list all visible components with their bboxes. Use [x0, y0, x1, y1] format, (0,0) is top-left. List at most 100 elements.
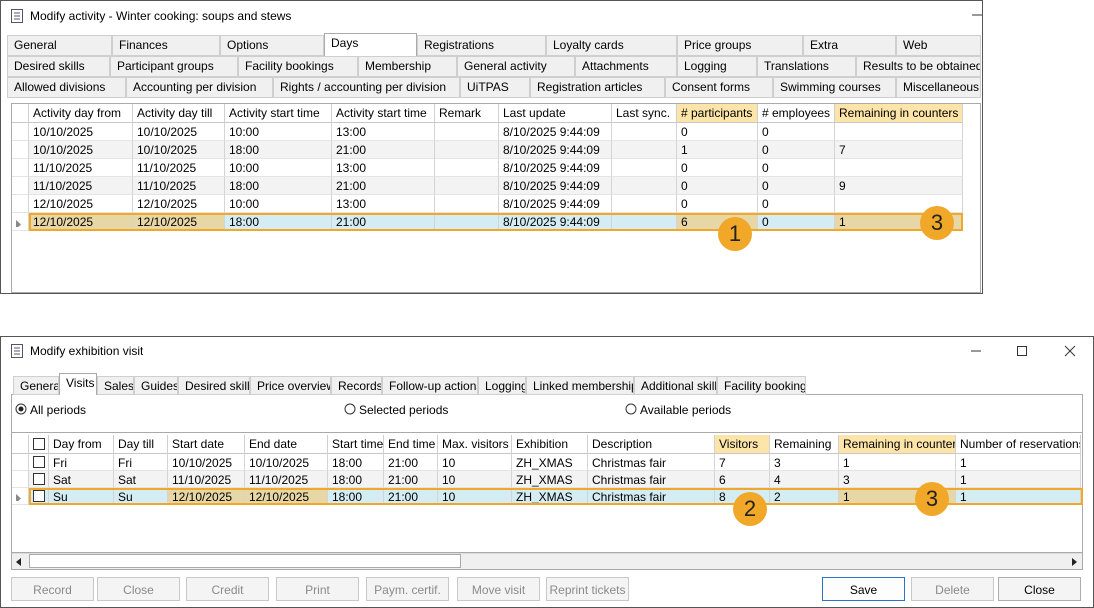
- selection-outline: [29, 213, 963, 231]
- cell: 8/10/2025 9:44:09: [499, 213, 612, 231]
- tab[interactable]: Extra: [803, 35, 896, 56]
- tab[interactable]: Additional skills: [634, 376, 717, 395]
- row-header[interactable]: [12, 177, 29, 195]
- scroll-thumb[interactable]: [29, 554, 461, 568]
- column-header[interactable]: Day from: [49, 435, 114, 454]
- tab[interactable]: General: [7, 35, 112, 56]
- radio-label[interactable]: Selected periods: [359, 403, 449, 417]
- cell: 11/10/2025: [133, 177, 225, 195]
- column-header[interactable]: Activity start time: [225, 104, 332, 123]
- column-header[interactable]: Start date: [168, 435, 245, 454]
- tab[interactable]: Results to be obtained: [856, 56, 981, 77]
- column-header[interactable]: # participants: [677, 104, 758, 123]
- column-header[interactable]: Start time: [328, 435, 384, 454]
- tab[interactable]: Guides: [134, 376, 178, 395]
- button[interactable]: Paym. certif.: [366, 577, 449, 601]
- row-header[interactable]: [12, 141, 29, 159]
- tab[interactable]: Facility bookings: [717, 376, 806, 395]
- tab[interactable]: Follow-up actions: [382, 376, 478, 395]
- tab[interactable]: Options: [220, 35, 324, 56]
- column-header[interactable]: Visitors: [715, 435, 770, 454]
- callout-marker: 3: [915, 482, 949, 516]
- row-header[interactable]: [12, 213, 29, 231]
- column-header[interactable]: Last update: [499, 104, 612, 123]
- column-header[interactable]: Activity start time: [332, 104, 435, 123]
- checkbox[interactable]: [33, 473, 45, 485]
- checkbox[interactable]: [33, 438, 45, 450]
- cell: 11/10/2025: [168, 471, 245, 488]
- tab[interactable]: Logging: [478, 376, 526, 395]
- tab[interactable]: Participant groups: [110, 56, 238, 77]
- cell: 10:00: [225, 159, 332, 177]
- column-header[interactable]: Last sync.: [612, 104, 677, 123]
- row-header[interactable]: [12, 195, 29, 213]
- tab[interactable]: Registrations: [417, 35, 546, 56]
- row-header[interactable]: [12, 123, 29, 141]
- tab[interactable]: Translations: [757, 56, 856, 77]
- tab[interactable]: Finances: [112, 35, 220, 56]
- tab[interactable]: Logging: [677, 56, 757, 77]
- tab[interactable]: Visits: [59, 373, 97, 395]
- button[interactable]: Print: [276, 577, 359, 601]
- column-header[interactable]: # employees: [758, 104, 835, 123]
- tab[interactable]: Sales: [97, 376, 134, 395]
- column-header[interactable]: Exhibition: [512, 435, 588, 454]
- button[interactable]: Reprint tickets: [546, 577, 629, 601]
- tab[interactable]: Price groups: [677, 35, 803, 56]
- tab[interactable]: General activity: [457, 56, 575, 77]
- cell: [612, 195, 677, 213]
- column-header[interactable]: Remaining in counters: [835, 104, 963, 123]
- tab[interactable]: Registration articles: [530, 77, 665, 98]
- button[interactable]: Credit: [186, 577, 269, 601]
- radio-label[interactable]: All periods: [30, 403, 87, 417]
- column-header[interactable]: End time: [384, 435, 438, 454]
- tab[interactable]: Web: [896, 35, 981, 56]
- tab[interactable]: Attachments: [575, 56, 677, 77]
- column-header[interactable]: Remaining: [770, 435, 839, 454]
- tab[interactable]: Price overview: [250, 376, 331, 395]
- button[interactable]: Save: [822, 577, 905, 601]
- tab[interactable]: Membership: [358, 56, 457, 77]
- row-header[interactable]: [12, 159, 29, 177]
- checkbox[interactable]: [33, 456, 45, 468]
- column-header[interactable]: Description: [588, 435, 715, 454]
- column-header[interactable]: Activity day till: [133, 104, 225, 123]
- row-header[interactable]: [12, 454, 29, 471]
- tab[interactable]: Swimming courses: [773, 77, 896, 98]
- tab[interactable]: Days: [324, 33, 417, 56]
- column-header[interactable]: Remark: [435, 104, 499, 123]
- tab[interactable]: Desired skills: [7, 56, 110, 77]
- tab[interactable]: Desired skills: [178, 376, 250, 395]
- tab[interactable]: Facility bookings: [238, 56, 358, 77]
- exhibition-window: Modify exhibition visit General Visits Sal…: [0, 336, 1094, 608]
- checkbox[interactable]: [33, 490, 45, 502]
- button[interactable]: Delete: [911, 577, 994, 601]
- window-icon: [11, 9, 23, 23]
- column-header[interactable]: Remaining in counters: [839, 435, 956, 454]
- window-controls[interactable]: [969, 344, 1079, 358]
- tab[interactable]: Accounting per division: [126, 77, 273, 98]
- button[interactable]: Move visit: [457, 577, 540, 601]
- tab[interactable]: General: [13, 376, 59, 395]
- row-header[interactable]: [12, 488, 29, 505]
- tab[interactable]: Allowed divisions: [7, 77, 126, 98]
- tab[interactable]: Rights / accounting per division: [273, 77, 460, 98]
- column-header[interactable]: Activity day from: [29, 104, 133, 123]
- tab[interactable]: Consent forms: [665, 77, 773, 98]
- minimize-button[interactable]: [971, 9, 983, 21]
- window-title: Modify activity - Winter cooking: soups …: [30, 9, 292, 23]
- column-header[interactable]: End date: [245, 435, 328, 454]
- tab[interactable]: UiTPAS: [460, 77, 530, 98]
- tab[interactable]: Miscellaneous: [896, 77, 981, 98]
- column-header[interactable]: Max. visitors: [438, 435, 512, 454]
- column-header[interactable]: Number of reservations: [956, 435, 1081, 454]
- button[interactable]: Close: [998, 577, 1081, 601]
- button[interactable]: Record: [11, 577, 94, 601]
- button[interactable]: Close: [97, 577, 180, 601]
- tab[interactable]: Records: [331, 376, 382, 395]
- column-header[interactable]: Day till: [114, 435, 168, 454]
- tab[interactable]: Linked memberships: [526, 376, 634, 395]
- row-header[interactable]: [12, 471, 29, 488]
- tab[interactable]: Loyalty cards: [546, 35, 677, 56]
- radio-label[interactable]: Available periods: [640, 403, 732, 417]
